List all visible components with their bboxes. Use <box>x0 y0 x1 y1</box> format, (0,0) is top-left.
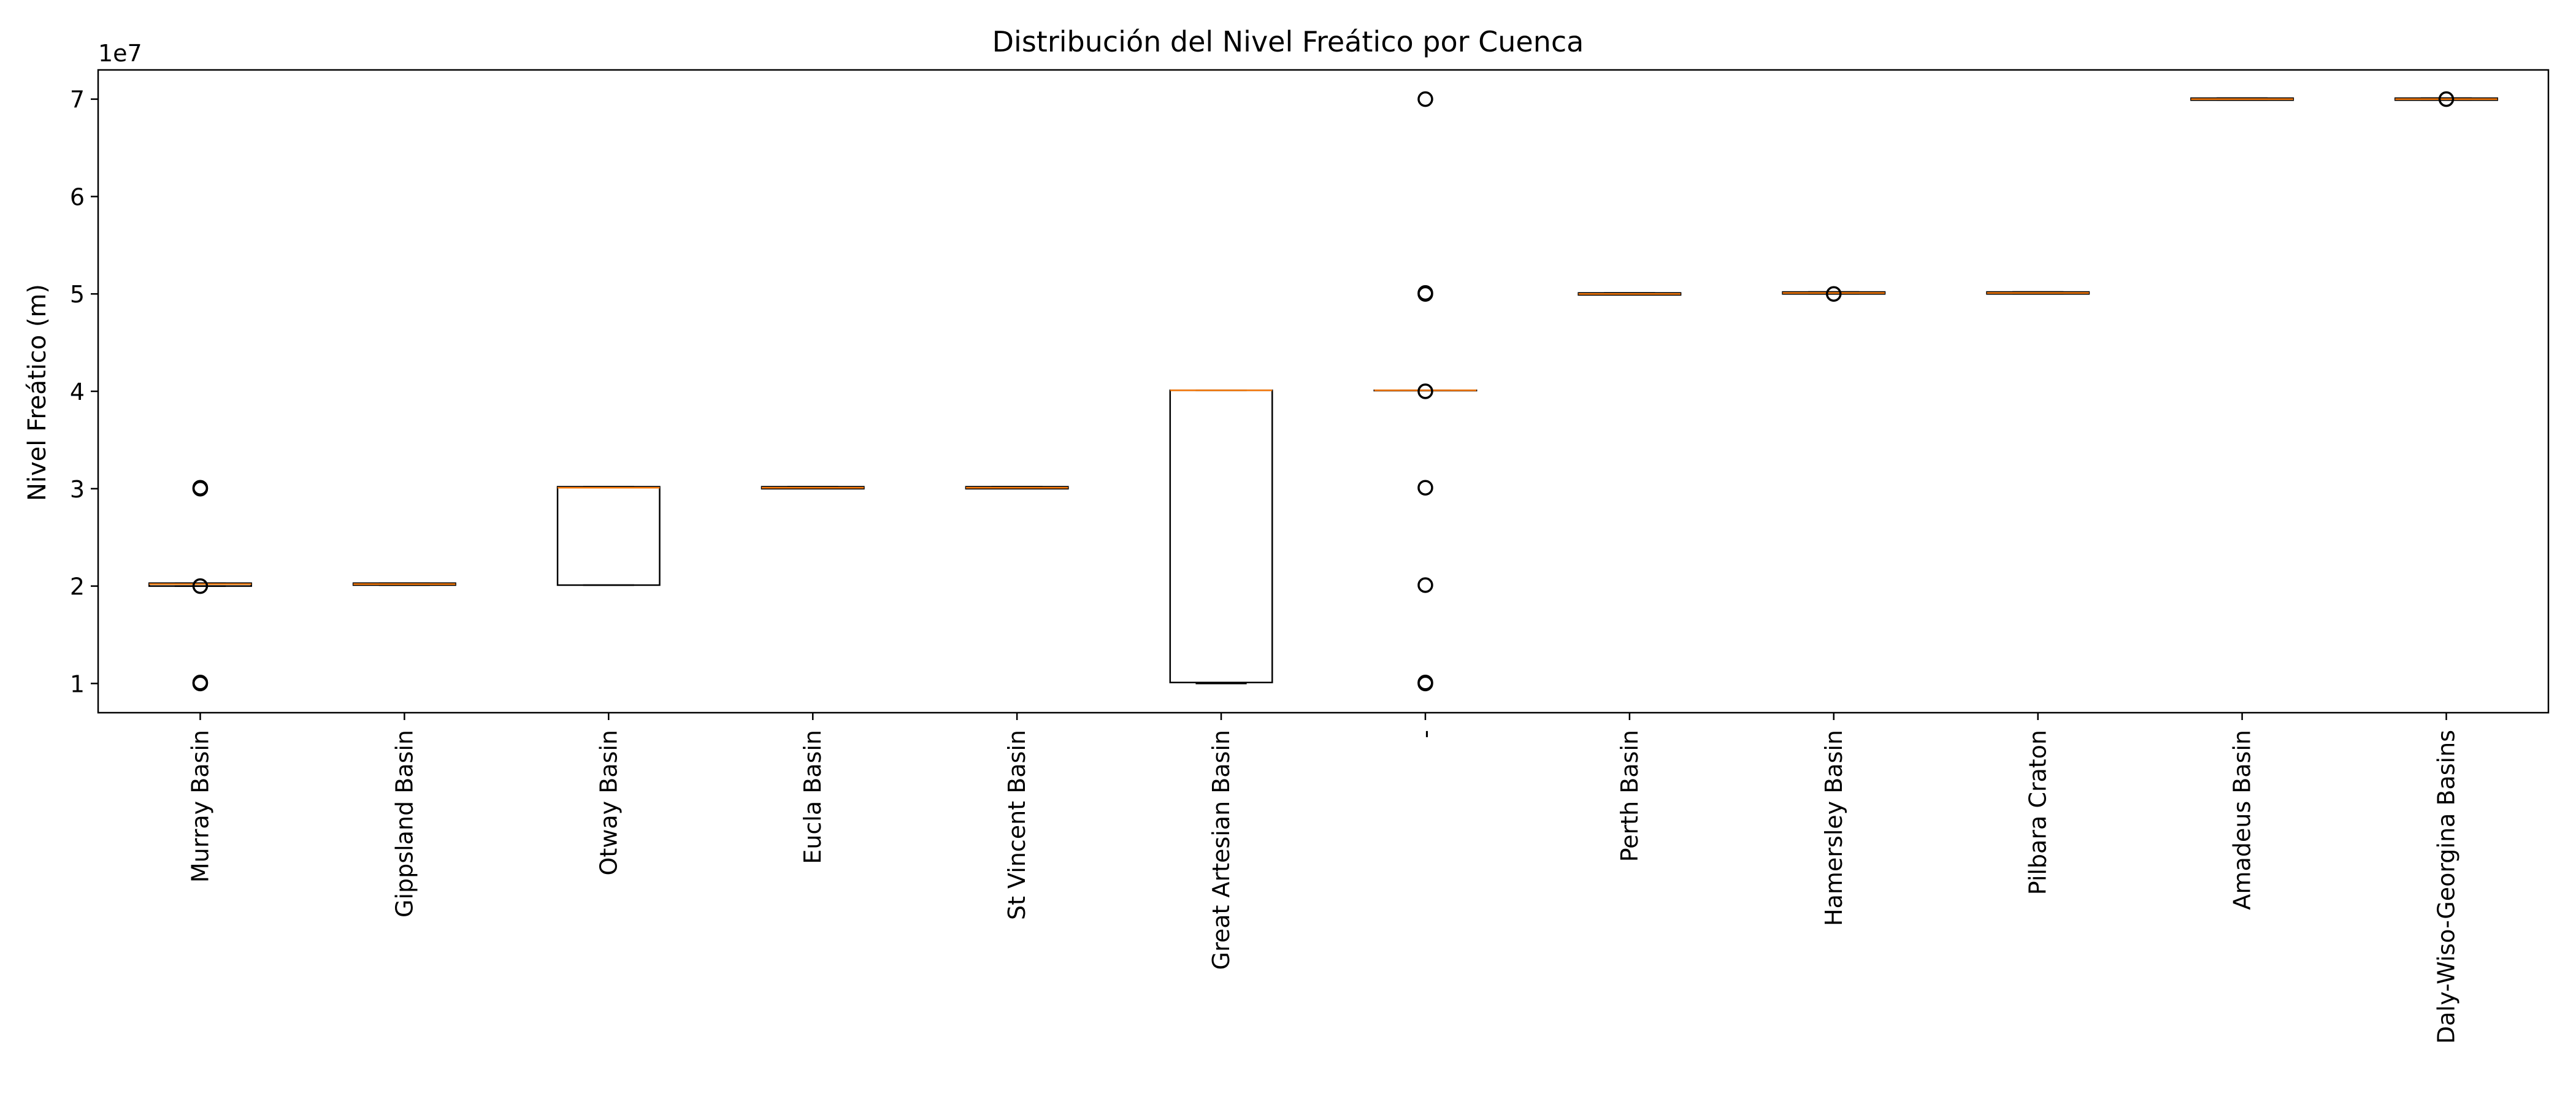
y-tick-label: 3 <box>70 476 85 503</box>
plot-layer: 1 2 3 4 5 6 7 Murray Basin Gippsland Basin Otway … <box>70 69 2550 1044</box>
outlier-point <box>1417 383 1433 399</box>
plot-frame <box>97 69 2550 714</box>
outlier-point <box>1417 675 1433 691</box>
y-tick-label: 2 <box>70 573 85 600</box>
outlier-point <box>1417 285 1433 301</box>
y-tick-label: 7 <box>70 86 85 113</box>
box <box>556 486 661 586</box>
x-tick-label: Amadeus Basin <box>2229 730 2256 910</box>
outlier-point <box>1417 577 1433 593</box>
outlier-point <box>192 578 209 594</box>
x-tick-label: Eucla Basin <box>799 730 826 864</box>
x-tick-label: St Vincent Basin <box>1003 730 1030 920</box>
outlier-point <box>192 675 209 691</box>
x-tick-label: Murray Basin <box>186 730 213 883</box>
x-tick-label: Perth Basin <box>1616 730 1643 862</box>
y-tick-label: 5 <box>70 281 85 308</box>
y-tick-label: 6 <box>70 183 85 210</box>
x-tick-label: Pilbara Craton <box>2025 730 2052 895</box>
x-tick-label: Great Artesian Basin <box>1208 730 1235 970</box>
x-tick-label: - <box>1412 730 1439 738</box>
outlier-point <box>1417 91 1433 107</box>
y-axis-label: Nivel Freático (m) <box>23 284 52 501</box>
box <box>1169 389 1273 684</box>
outlier-point <box>1417 480 1433 496</box>
chart-title: Distribución del Nivel Freático por Cuen… <box>992 25 1584 58</box>
y-tick-label: 4 <box>70 378 85 405</box>
outlier-point <box>192 480 209 496</box>
outlier-point <box>2438 91 2455 107</box>
y-tick-label: 1 <box>70 670 85 697</box>
outlier-point <box>1826 286 1842 302</box>
x-tick-label: Gippsland Basin <box>391 730 418 918</box>
y-axis-offset-label: 1e7 <box>98 40 142 67</box>
x-tick-label: Otway Basin <box>595 730 622 876</box>
x-tick-label: Hamersley Basin <box>1820 730 1847 926</box>
x-tick-label: Daly-Wiso-Georgina Basins <box>2433 730 2460 1044</box>
